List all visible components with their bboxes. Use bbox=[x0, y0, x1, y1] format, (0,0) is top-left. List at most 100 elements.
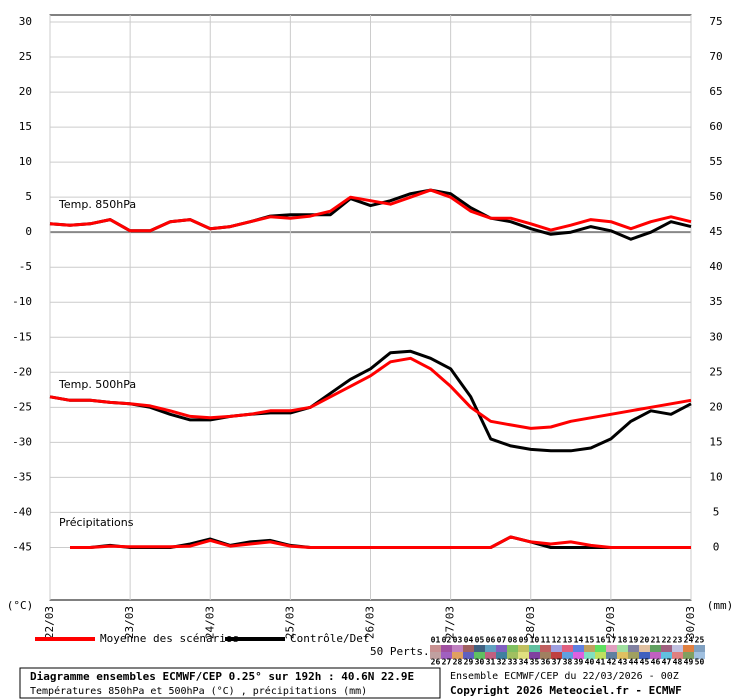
member-swatch bbox=[463, 652, 474, 659]
member-label: 48 bbox=[673, 658, 683, 667]
y-tick-label: 5 bbox=[25, 190, 32, 203]
member-swatch bbox=[474, 645, 485, 652]
member-label: 39 bbox=[574, 658, 584, 667]
mean-line bbox=[49, 356, 692, 430]
panel-label: Temp. 850hPa bbox=[58, 198, 136, 211]
member-swatch bbox=[540, 652, 551, 659]
y2-tick-label: 75 bbox=[709, 15, 722, 28]
y2-tick-label: 10 bbox=[709, 470, 722, 483]
member-swatch bbox=[595, 645, 606, 652]
y-tick-label: -45 bbox=[12, 540, 32, 553]
member-swatch bbox=[441, 652, 452, 659]
y-tick-label: -20 bbox=[12, 365, 32, 378]
x-tick-label: 29/03 bbox=[604, 606, 617, 639]
member-label: 09 bbox=[519, 636, 529, 645]
member-swatch bbox=[507, 645, 518, 652]
member-label: 03 bbox=[453, 636, 463, 645]
member-swatch bbox=[584, 652, 595, 659]
member-swatch bbox=[518, 652, 529, 659]
member-swatch bbox=[529, 652, 540, 659]
member-swatch bbox=[672, 652, 683, 659]
y2-tick-label: 0 bbox=[713, 540, 720, 553]
member-label: 11 bbox=[541, 636, 551, 645]
member-label: 49 bbox=[684, 658, 694, 667]
member-label: 40 bbox=[585, 658, 595, 667]
member-swatch bbox=[485, 652, 496, 659]
y-tick-label: 25 bbox=[19, 50, 32, 63]
y-tick-label: -40 bbox=[12, 505, 32, 518]
member-label: 34 bbox=[519, 658, 529, 667]
member-swatch bbox=[474, 652, 485, 659]
y2-tick-label: 45 bbox=[709, 225, 722, 238]
member-swatch bbox=[540, 645, 551, 652]
y2-tick-label: 65 bbox=[709, 85, 722, 98]
member-swatch bbox=[584, 645, 595, 652]
y2-axis-label: (mm) bbox=[707, 599, 734, 612]
member-label: 06 bbox=[486, 636, 496, 645]
panel-label: Temp. 500hPa bbox=[58, 378, 136, 391]
member-label: 16 bbox=[596, 636, 606, 645]
member-swatch bbox=[529, 645, 540, 652]
member-label: 24 bbox=[684, 636, 694, 645]
member-label: 07 bbox=[497, 636, 507, 645]
x-tick-label: 27/03 bbox=[444, 606, 457, 639]
member-swatch bbox=[485, 645, 496, 652]
x-tick-label: 26/03 bbox=[364, 606, 377, 639]
member-swatch bbox=[430, 645, 441, 652]
y-tick-label: 0 bbox=[25, 225, 32, 238]
y2-tick-label: 20 bbox=[709, 400, 722, 413]
member-label: 35 bbox=[530, 658, 540, 667]
member-label: 28 bbox=[453, 658, 463, 667]
member-swatch bbox=[661, 652, 672, 659]
y-tick-label: 30 bbox=[19, 15, 32, 28]
member-swatch bbox=[650, 645, 661, 652]
y-tick-label: 10 bbox=[19, 155, 32, 168]
member-label: 37 bbox=[552, 658, 562, 667]
y2-tick-label: 70 bbox=[709, 50, 722, 63]
x-tick-label: 28/03 bbox=[524, 606, 537, 639]
member-swatch bbox=[606, 645, 617, 652]
member-label: 50 bbox=[695, 658, 705, 667]
y2-tick-label: 60 bbox=[709, 120, 722, 133]
member-label: 20 bbox=[640, 636, 650, 645]
panel-label: Précipitations bbox=[59, 516, 134, 529]
member-swatch bbox=[650, 652, 661, 659]
member-label: 01 bbox=[431, 636, 441, 645]
y2-tick-label: 35 bbox=[709, 295, 722, 308]
x-tick-label: 25/03 bbox=[283, 606, 296, 639]
y-tick-label: 20 bbox=[19, 85, 32, 98]
mean-line bbox=[49, 188, 692, 233]
member-label: 41 bbox=[596, 658, 606, 667]
run-info: Ensemble ECMWF/CEP du 22/03/2026 - 00Z bbox=[450, 671, 679, 682]
legend-label: Contrôle/Det bbox=[290, 632, 369, 645]
y2-tick-label: 55 bbox=[709, 155, 722, 168]
member-label: 05 bbox=[475, 636, 485, 645]
member-label: 04 bbox=[464, 636, 474, 645]
control-line bbox=[49, 349, 692, 453]
member-swatch bbox=[639, 645, 650, 652]
member-label: 29 bbox=[464, 658, 474, 667]
member-swatch bbox=[628, 645, 639, 652]
y-tick-label: -30 bbox=[12, 435, 32, 448]
member-label: 27 bbox=[442, 658, 452, 667]
y-axis-label: (°C) bbox=[7, 599, 34, 612]
x-tick-label: 30/03 bbox=[684, 606, 697, 639]
member-label: 44 bbox=[629, 658, 639, 667]
y-tick-label: -25 bbox=[12, 400, 32, 413]
member-label: 30 bbox=[475, 658, 485, 667]
y2-tick-label: 30 bbox=[709, 330, 722, 343]
y-tick-label: -35 bbox=[12, 470, 32, 483]
member-swatch bbox=[628, 652, 639, 659]
member-label: 42 bbox=[607, 658, 617, 667]
member-swatch bbox=[683, 645, 694, 652]
member-swatch bbox=[606, 652, 617, 659]
x-tick-label: 22/03 bbox=[43, 606, 56, 639]
member-label: 33 bbox=[508, 658, 518, 667]
member-swatch bbox=[617, 645, 628, 652]
footer-box bbox=[19, 667, 441, 699]
member-swatch bbox=[562, 652, 573, 659]
member-swatch bbox=[463, 645, 474, 652]
copyright: Copyright 2026 Meteociel.fr - ECMWF bbox=[450, 684, 682, 697]
member-swatch bbox=[694, 645, 705, 652]
